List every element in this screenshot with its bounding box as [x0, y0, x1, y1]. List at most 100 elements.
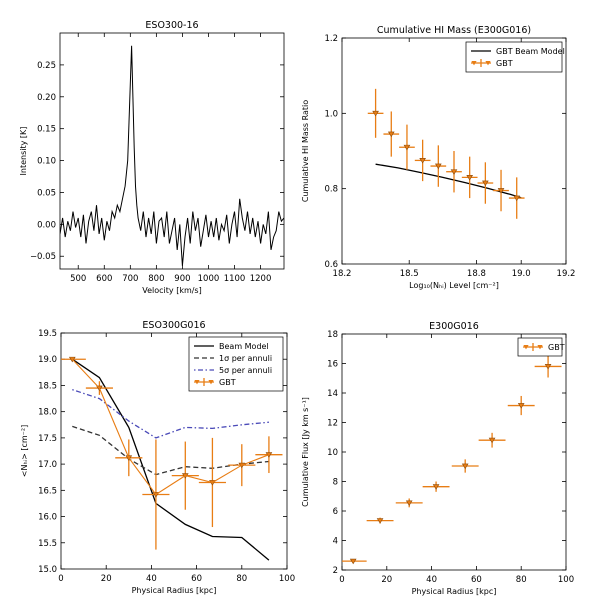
y-tick-label: 0.25	[37, 61, 56, 71]
y-axis-label: <Nₕᵢ> [cm⁻²]	[20, 425, 29, 477]
y-tick-label: 10	[327, 448, 338, 458]
y-tick-label: 4	[333, 537, 338, 547]
x-axis-label: Physical Radius [kpc]	[412, 587, 497, 596]
chart-panel-2: 0 20 40 60 80 100 15.0 15.5 16.0 16.5 17.0 17.5 18.0…	[20, 320, 295, 595]
x-tick-label: 600	[96, 274, 112, 284]
y-tick-label: 14	[327, 389, 338, 399]
data-layer	[61, 356, 283, 561]
data-layer	[60, 45, 284, 266]
x-tick-label: 1000	[198, 274, 220, 284]
legend-label: Beam Model	[219, 342, 269, 351]
data-layer	[367, 88, 525, 219]
y-tick-label: 1.0	[324, 109, 338, 119]
data-point	[544, 364, 552, 370]
data-point	[517, 403, 525, 409]
series-0	[71, 358, 270, 561]
x-tick-label: 20	[381, 575, 392, 585]
y-tick-label: 0.00	[37, 220, 56, 230]
x-tick-label: 900	[174, 274, 190, 284]
x-tick-label: 40	[426, 575, 437, 585]
x-tick-label: 19.0	[512, 269, 531, 279]
data-layer	[342, 355, 562, 565]
data-point	[513, 195, 521, 202]
data-point	[405, 500, 413, 506]
y-tick-label: 0.05	[37, 188, 56, 198]
y-tick-label: 18.5	[38, 381, 57, 391]
x-tick-label: 1100	[224, 274, 246, 284]
x-tick-label: 800	[148, 274, 164, 284]
chart-panel-0: 500 600 700 800 900 1000 1100 1200 −0.05 0.00 0.05…	[19, 20, 285, 295]
series-line	[71, 358, 270, 496]
legend: GBT Beam Model GBT	[465, 41, 565, 73]
x-tick-label: 60	[191, 574, 202, 584]
data-point	[349, 558, 357, 565]
y-tick-label: 15.0	[38, 565, 57, 575]
x-tick-label: 60	[471, 575, 482, 585]
y-tick-label: 0.8	[324, 185, 338, 195]
y-tick-label: 18	[327, 330, 338, 340]
legend-label: GBT	[548, 343, 565, 352]
y-tick-label: 19.0	[38, 355, 57, 365]
x-tick-label: 100	[558, 575, 574, 585]
y-tick-label: 16.5	[38, 486, 57, 496]
y-tick-label: 2	[333, 566, 338, 576]
legend: GBT	[517, 337, 565, 357]
y-tick-label: 16.0	[38, 513, 57, 523]
y-tick-label: 0.15	[37, 125, 56, 135]
series-0	[60, 45, 284, 266]
x-tick-label: 0	[339, 575, 344, 585]
x-tick-label: 19.2	[557, 269, 576, 279]
data-point	[434, 163, 442, 170]
y-tick-label: 15.5	[38, 539, 57, 549]
legend-box	[465, 41, 563, 73]
y-tick-label: 19.5	[38, 329, 57, 339]
y-tick-label: −0.05	[30, 252, 56, 262]
y-tick-label: 16	[327, 360, 338, 370]
y-tick-label: 0.6	[324, 260, 338, 270]
x-axis-label: Physical Radius [kpc]	[132, 586, 217, 595]
series-line	[60, 45, 284, 266]
x-tick-label: 100	[279, 574, 295, 584]
data-point	[488, 437, 496, 444]
series-3	[61, 356, 283, 550]
x-tick-label: 80	[516, 575, 527, 585]
data-point	[497, 188, 505, 194]
y-tick-label: 17.5	[38, 434, 57, 444]
y-tick-label: 1.2	[324, 34, 338, 44]
x-axis-label: Velocity [km/s]	[142, 286, 201, 295]
data-point	[466, 174, 474, 181]
y-tick-label: 0.10	[37, 157, 56, 167]
legend-label: 1σ per annuli	[219, 354, 272, 363]
x-tick-label: 1200	[250, 274, 272, 284]
chart-title: ESO300G016	[142, 320, 205, 331]
legend-label: GBT Beam Model	[496, 47, 565, 56]
data-point	[419, 158, 426, 164]
x-tick-label: 500	[70, 274, 86, 284]
y-tick-label: 6	[333, 507, 338, 517]
chart-panel-1: 18.2 18.5 18.8 19.0 19.2 0.6 0.8 1.0 1.2 Cumulati…	[301, 25, 575, 290]
series-2	[72, 388, 269, 439]
y-tick-label: 8	[333, 478, 338, 488]
legend-label: GBT	[496, 59, 513, 68]
data-point	[432, 484, 440, 490]
x-tick-label: 18.8	[467, 269, 486, 279]
data-point	[482, 180, 489, 187]
chart-title: E300G016	[429, 321, 479, 332]
x-tick-label: 0	[58, 574, 63, 584]
x-tick-label: 700	[122, 274, 138, 284]
series-0	[342, 355, 562, 565]
data-point	[403, 144, 411, 151]
legend-marker	[194, 380, 200, 385]
x-tick-label: 18.5	[400, 269, 419, 279]
series-line	[71, 358, 270, 561]
y-axis-label: Intensity [K]	[19, 127, 28, 176]
chart-title: ESO300-16	[145, 20, 198, 31]
y-axis-label: Cumulative Flux [Jy km s⁻¹]	[301, 397, 310, 507]
data-point	[376, 518, 384, 524]
legend-label: GBT	[219, 378, 236, 387]
legend-marker	[523, 345, 529, 350]
legend-marker	[485, 61, 491, 66]
legend: Beam Model 1σ per annuli 5σ per annuli GBT	[188, 336, 284, 392]
data-point	[372, 110, 379, 117]
